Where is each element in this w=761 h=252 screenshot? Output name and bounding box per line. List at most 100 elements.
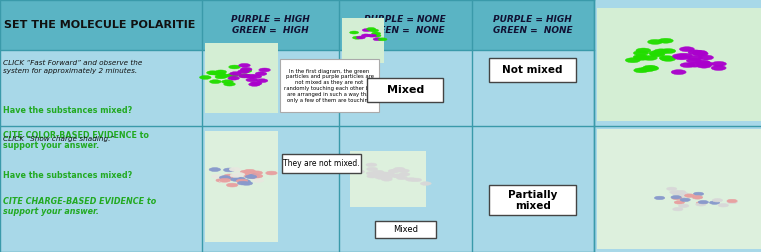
- Circle shape: [396, 176, 407, 180]
- Circle shape: [236, 179, 247, 183]
- Circle shape: [245, 175, 256, 179]
- Circle shape: [696, 63, 712, 68]
- Circle shape: [636, 48, 651, 53]
- FancyBboxPatch shape: [489, 185, 577, 215]
- Circle shape: [221, 176, 233, 180]
- Circle shape: [659, 56, 674, 60]
- Circle shape: [727, 199, 737, 203]
- Circle shape: [674, 201, 684, 204]
- Bar: [0, 0, 594, 50]
- Circle shape: [411, 178, 422, 182]
- Circle shape: [671, 70, 686, 75]
- Circle shape: [388, 169, 399, 173]
- Circle shape: [698, 61, 713, 67]
- Circle shape: [687, 62, 702, 67]
- Circle shape: [224, 174, 235, 178]
- Circle shape: [672, 192, 682, 195]
- Circle shape: [369, 172, 380, 176]
- Circle shape: [693, 51, 708, 56]
- Circle shape: [661, 56, 676, 61]
- Circle shape: [661, 49, 676, 53]
- Circle shape: [692, 196, 702, 199]
- Circle shape: [372, 34, 381, 37]
- Circle shape: [239, 74, 250, 78]
- Circle shape: [383, 173, 394, 176]
- Circle shape: [244, 174, 255, 177]
- Circle shape: [633, 55, 648, 59]
- Circle shape: [361, 34, 371, 37]
- Circle shape: [229, 65, 240, 69]
- Circle shape: [712, 61, 727, 66]
- Circle shape: [374, 174, 385, 177]
- Circle shape: [249, 82, 260, 86]
- Circle shape: [375, 176, 386, 179]
- Circle shape: [718, 204, 728, 207]
- Circle shape: [228, 76, 240, 80]
- Circle shape: [709, 201, 720, 204]
- Text: Have the substances mixed?: Have the substances mixed?: [3, 106, 132, 115]
- Circle shape: [230, 174, 241, 177]
- Circle shape: [224, 168, 235, 172]
- Circle shape: [229, 174, 240, 178]
- Circle shape: [219, 176, 231, 179]
- Circle shape: [643, 65, 658, 70]
- Circle shape: [399, 173, 410, 176]
- Circle shape: [673, 54, 687, 59]
- Circle shape: [698, 201, 708, 204]
- Circle shape: [399, 169, 409, 173]
- Bar: [594, 0, 761, 252]
- Circle shape: [230, 72, 241, 76]
- Circle shape: [642, 55, 658, 60]
- Text: CLICK “Show charge shading.”: CLICK “Show charge shading.”: [3, 136, 114, 142]
- Circle shape: [626, 58, 640, 63]
- Circle shape: [366, 171, 377, 175]
- Circle shape: [384, 173, 395, 176]
- Circle shape: [240, 67, 252, 71]
- Circle shape: [221, 80, 233, 84]
- Circle shape: [216, 178, 228, 182]
- Circle shape: [712, 66, 726, 71]
- Circle shape: [667, 187, 677, 191]
- Text: CITE COLOR-BASED EVIDENCE to
support your answer.: CITE COLOR-BASED EVIDENCE to support you…: [3, 131, 149, 150]
- Circle shape: [251, 171, 263, 175]
- Text: In the first diagram, the green
particles and purple particles are
not mixed as : In the first diagram, the green particle…: [284, 69, 375, 103]
- Circle shape: [378, 38, 387, 41]
- Circle shape: [249, 175, 260, 179]
- Circle shape: [241, 181, 253, 185]
- Circle shape: [215, 70, 227, 74]
- Circle shape: [695, 60, 710, 65]
- Circle shape: [633, 51, 648, 55]
- Circle shape: [671, 196, 681, 199]
- Circle shape: [672, 196, 682, 200]
- Circle shape: [693, 50, 707, 55]
- Circle shape: [373, 170, 384, 174]
- Text: PURPLE = HIGH
GREEN =  HIGH: PURPLE = HIGH GREEN = HIGH: [231, 16, 310, 35]
- Circle shape: [239, 64, 250, 67]
- Text: PURPLE = HIGH
GREEN =  NONE: PURPLE = HIGH GREEN = NONE: [493, 16, 572, 35]
- Text: Have the substances mixed?: Have the substances mixed?: [3, 171, 132, 180]
- Circle shape: [392, 174, 403, 177]
- Circle shape: [234, 177, 245, 181]
- Circle shape: [687, 55, 702, 60]
- Circle shape: [244, 169, 256, 173]
- Circle shape: [654, 196, 664, 200]
- Circle shape: [366, 163, 377, 167]
- Circle shape: [688, 50, 703, 55]
- Circle shape: [239, 74, 250, 78]
- Circle shape: [253, 179, 264, 182]
- Circle shape: [244, 74, 256, 78]
- Circle shape: [367, 27, 376, 30]
- Circle shape: [250, 75, 262, 78]
- Circle shape: [212, 174, 223, 178]
- Circle shape: [215, 75, 227, 79]
- Circle shape: [231, 177, 242, 181]
- Circle shape: [648, 39, 663, 44]
- Circle shape: [349, 31, 358, 34]
- Circle shape: [219, 179, 231, 183]
- Circle shape: [234, 173, 245, 176]
- Text: They are not mixed.: They are not mixed.: [283, 159, 360, 168]
- Circle shape: [251, 174, 263, 178]
- Circle shape: [381, 176, 393, 180]
- Circle shape: [673, 207, 683, 211]
- Circle shape: [249, 174, 260, 178]
